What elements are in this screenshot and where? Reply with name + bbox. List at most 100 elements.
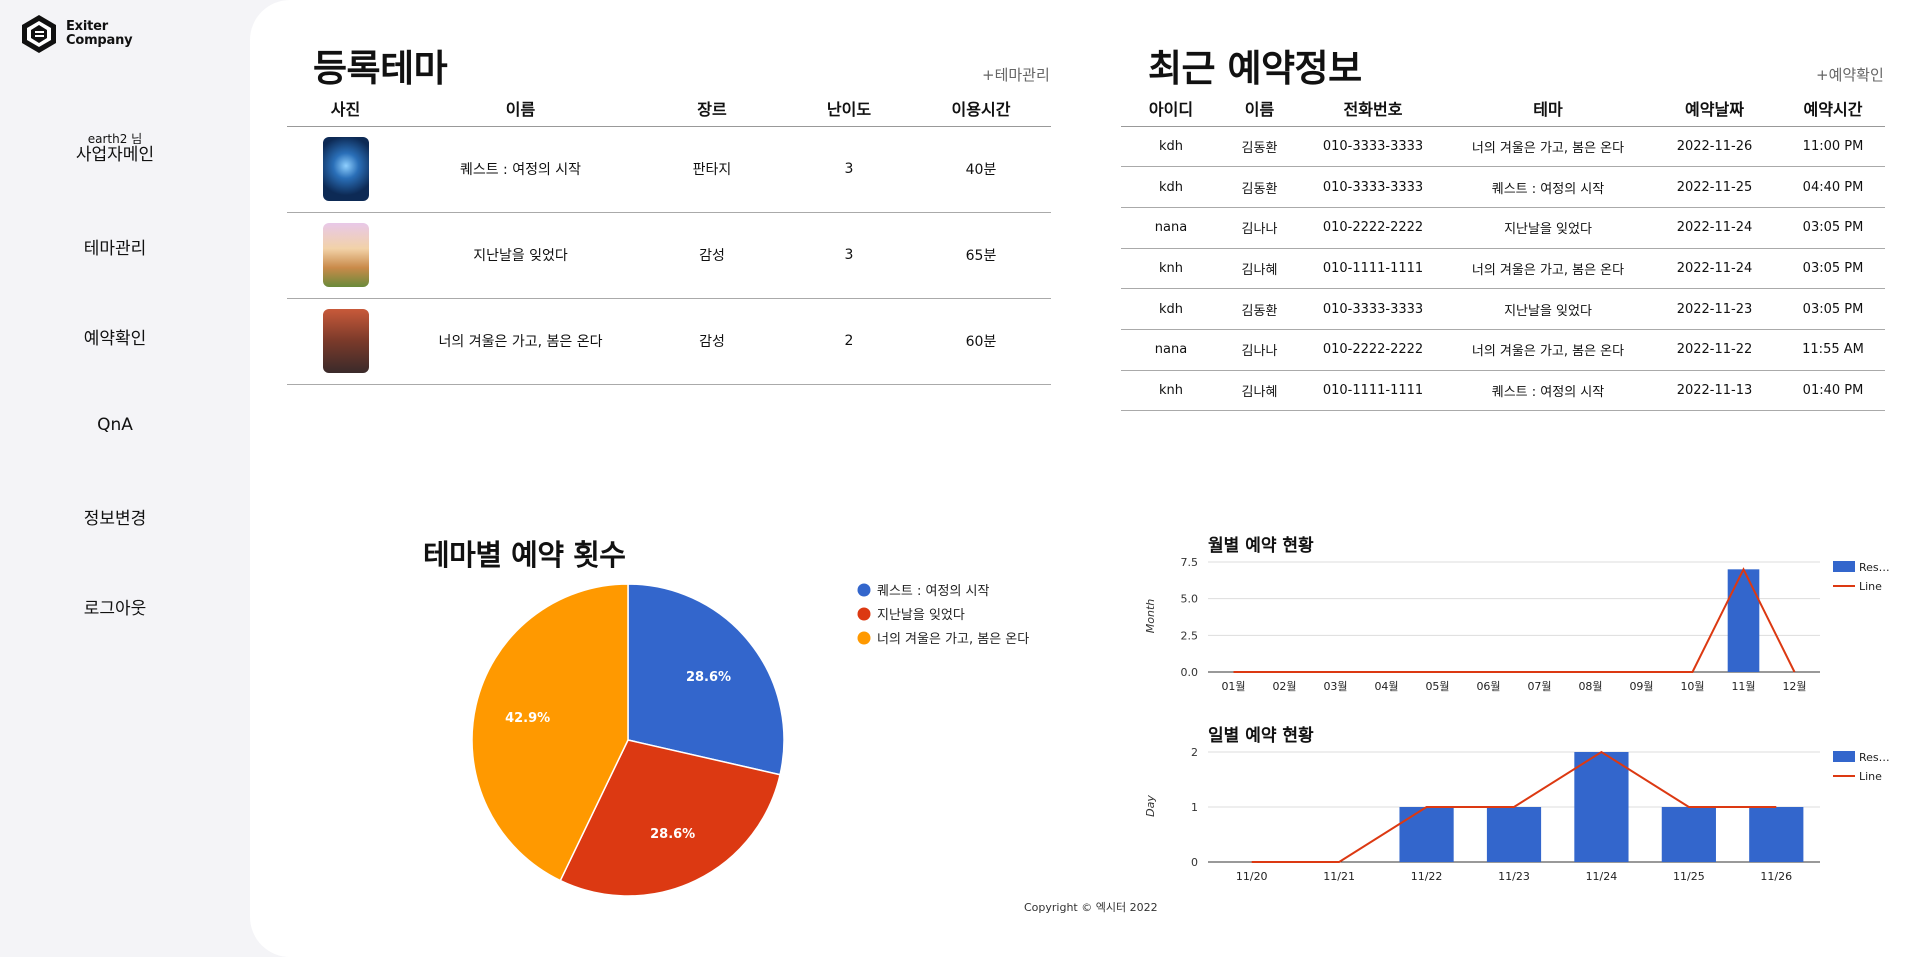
reservation-phone: 010-1111-1111	[1298, 370, 1448, 412]
theme-name: 너의 겨울은 가고, 봄은 온다	[404, 298, 637, 385]
table-row[interactable]: kdh 김동환 010-3333-3333 퀘스트 : 여정의 시작 2022-…	[1121, 166, 1885, 208]
reservation-check-link[interactable]: +예약확인	[1816, 66, 1884, 84]
sidebar-item-reservation-check[interactable]: 예약확인	[83, 329, 147, 349]
reservation-theme: 지난날을 잊었다	[1448, 207, 1648, 249]
legend-marker	[1833, 561, 1855, 572]
x-tick-label: 11월	[1731, 680, 1755, 693]
monthly-bar-chart: 0.0 2.5 5.0 7.5 Month 01월 02월 03월 04월 05월 06월 07월 08…	[1144, 556, 1890, 693]
theme-level: 2	[787, 298, 911, 385]
table-row[interactable]: kdh 김동환 010-3333-3333 너의 겨울은 가고, 봄은 온다 2…	[1121, 126, 1885, 168]
theme-level: 3	[787, 212, 911, 299]
x-tick-label: 12월	[1782, 680, 1806, 693]
column-header: 예약날짜	[1648, 90, 1781, 127]
x-tick-label: 11/22	[1411, 870, 1443, 883]
x-tick-label: 02월	[1272, 680, 1296, 693]
y-axis-label: Day	[1144, 795, 1157, 817]
x-tick-label: 11/23	[1498, 870, 1530, 883]
sidebar-item-profile-edit[interactable]: 정보변경	[83, 509, 147, 529]
table-row[interactable]: 너의 겨울은 가고, 봄은 온다 감성 2 60분	[287, 298, 1051, 385]
table-row[interactable]: knh 김나혜 010-1111-1111 너의 겨울은 가고, 봄은 온다 2…	[1121, 248, 1885, 290]
reservation-time: 11:00 PM	[1781, 126, 1885, 168]
theme-genre: 감성	[637, 298, 787, 385]
reservation-phone: 010-3333-3333	[1298, 126, 1448, 168]
column-header: 난이도	[787, 90, 911, 127]
reservation-time: 03:05 PM	[1781, 288, 1885, 330]
y-tick-label: 7.5	[1181, 556, 1199, 569]
bar[interactable]	[1749, 807, 1804, 862]
x-tick-label: 01월	[1221, 680, 1245, 693]
bar[interactable]	[1486, 807, 1542, 862]
reservation-date: 2022-11-24	[1648, 207, 1781, 249]
legend-marker	[1833, 751, 1855, 762]
pie-slice[interactable]	[627, 583, 785, 776]
theme-thumbnail[interactable]	[322, 137, 369, 201]
column-header: 이름	[1221, 90, 1298, 127]
sidebar-item-theme-manage[interactable]: 테마관리	[83, 239, 147, 259]
theme-photo-cell	[287, 298, 404, 385]
theme-thumbnail[interactable]	[322, 309, 369, 373]
theme-time: 40분	[911, 126, 1051, 213]
reservation-date: 2022-11-24	[1648, 248, 1781, 290]
brand-logo[interactable]: Exiter Company	[20, 14, 133, 54]
reservation-id: kdh	[1121, 126, 1221, 168]
legend-label: Line	[1859, 580, 1882, 593]
x-tick-label: 11/25	[1673, 870, 1705, 883]
pie-slice[interactable]	[471, 583, 629, 882]
line-series[interactable]	[1251, 750, 1777, 863]
line-series[interactable]	[1233, 567, 1796, 673]
table-row[interactable]: 퀘스트 : 여정의 시작 판타지 3 40분	[287, 126, 1051, 213]
x-tick-label: 11/21	[1323, 870, 1355, 883]
table-row[interactable]: 지난날을 잊었다 감성 3 65분	[287, 212, 1051, 299]
user-block[interactable]: earth2 님 사업자메인	[0, 133, 230, 165]
sidebar-item-business-main[interactable]: 사업자메인	[75, 145, 155, 165]
logo-mark-icon	[22, 15, 56, 53]
x-tick-label: 11/24	[1586, 870, 1618, 883]
reservation-date: 2022-11-22	[1648, 329, 1781, 371]
brand-name-line1: Exiter	[66, 19, 108, 34]
table-row[interactable]: nana 김나나 010-2222-2222 지난날을 잊었다 2022-11-…	[1121, 207, 1885, 249]
theme-name: 지난날을 잊었다	[404, 212, 637, 299]
x-tick-label: 08월	[1578, 680, 1602, 693]
table-row[interactable]: kdh 김동환 010-3333-3333 지난날을 잊었다 2022-11-2…	[1121, 288, 1885, 330]
x-tick-label: 05월	[1425, 680, 1449, 693]
bar[interactable]	[1661, 807, 1716, 862]
theme-thumbnail[interactable]	[322, 223, 369, 287]
pie-slice-label: 42.9%	[505, 711, 550, 726]
daily-chart-title: 일별 예약 현황	[1208, 726, 1314, 746]
pie-slice-label: 28.6%	[650, 827, 695, 842]
legend-marker	[857, 631, 871, 645]
reservations-title: 최근 예약정보	[1148, 47, 1362, 90]
column-header: 이름	[404, 90, 637, 127]
theme-genre: 감성	[637, 212, 787, 299]
reservation-id: knh	[1121, 370, 1221, 412]
theme-photo-cell	[287, 212, 404, 299]
reservation-theme: 너의 겨울은 가고, 봄은 온다	[1448, 126, 1648, 168]
brand-name: Exiter Company	[66, 19, 133, 48]
monthly-chart-title: 월별 예약 현황	[1208, 536, 1314, 556]
reservation-id: nana	[1121, 329, 1221, 371]
reservation-id: kdh	[1121, 166, 1221, 208]
reservation-theme: 너의 겨울은 가고, 봄은 온다	[1448, 329, 1648, 371]
reservation-name: 김나혜	[1221, 370, 1298, 412]
legend-marker	[857, 607, 871, 621]
table-row[interactable]: nana 김나나 010-2222-2222 너의 겨울은 가고, 봄은 온다 …	[1121, 329, 1885, 371]
bar[interactable]	[1399, 807, 1454, 862]
theme-manage-link[interactable]: +테마관리	[982, 66, 1050, 84]
column-header: 테마	[1448, 90, 1648, 127]
legend-label: Line	[1859, 770, 1882, 783]
table-row[interactable]: knh 김나혜 010-1111-1111 퀘스트 : 여정의 시작 2022-…	[1121, 370, 1885, 412]
column-header: 예약시간	[1781, 90, 1885, 127]
pie-slice[interactable]	[559, 739, 781, 897]
legend-label: 너의 겨울은 가고, 봄은 온다	[877, 632, 1029, 647]
reservation-name: 김동환	[1221, 288, 1298, 330]
x-tick-label: 11/26	[1760, 870, 1792, 883]
reservation-theme: 퀘스트 : 여정의 시작	[1448, 166, 1648, 208]
copyright-text: Copyright © 엑시터 2022	[1024, 901, 1158, 914]
reservation-name: 김나나	[1221, 207, 1298, 249]
bar[interactable]	[1727, 569, 1760, 672]
x-tick-label: 09월	[1629, 680, 1653, 693]
sidebar-item-logout[interactable]: 로그아웃	[83, 599, 147, 619]
bar[interactable]	[1574, 752, 1629, 862]
sidebar-item-qna[interactable]: QnA	[97, 415, 133, 435]
